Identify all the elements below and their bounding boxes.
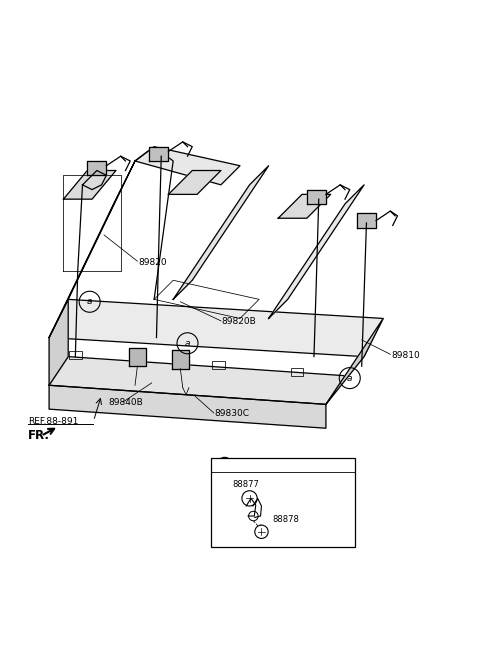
Text: a: a: [185, 338, 190, 348]
Polygon shape: [278, 194, 331, 218]
Polygon shape: [63, 171, 116, 199]
Text: REF.88-891: REF.88-891: [28, 417, 78, 426]
Text: a: a: [222, 461, 228, 470]
Polygon shape: [49, 385, 326, 428]
Text: 89820: 89820: [139, 258, 168, 266]
Text: 88878: 88878: [272, 515, 299, 524]
Polygon shape: [129, 348, 146, 366]
Polygon shape: [49, 161, 135, 338]
Text: 89810: 89810: [392, 351, 420, 359]
Polygon shape: [135, 147, 240, 185]
Text: 89830C: 89830C: [214, 409, 249, 419]
Polygon shape: [49, 299, 383, 357]
Text: 89820B: 89820B: [222, 318, 257, 326]
Polygon shape: [49, 299, 68, 385]
Polygon shape: [168, 171, 221, 194]
Text: 88877: 88877: [233, 480, 260, 489]
Text: a: a: [347, 374, 352, 382]
Polygon shape: [307, 190, 326, 204]
Polygon shape: [173, 166, 269, 299]
Polygon shape: [172, 350, 189, 369]
Polygon shape: [357, 213, 376, 228]
Bar: [211, 459, 355, 546]
Polygon shape: [149, 147, 168, 161]
Polygon shape: [269, 185, 364, 318]
Polygon shape: [49, 357, 345, 404]
Text: a: a: [87, 297, 93, 306]
Text: FR.: FR.: [28, 429, 49, 442]
Polygon shape: [87, 161, 107, 175]
Text: 89840B: 89840B: [109, 398, 144, 407]
Polygon shape: [326, 318, 383, 404]
